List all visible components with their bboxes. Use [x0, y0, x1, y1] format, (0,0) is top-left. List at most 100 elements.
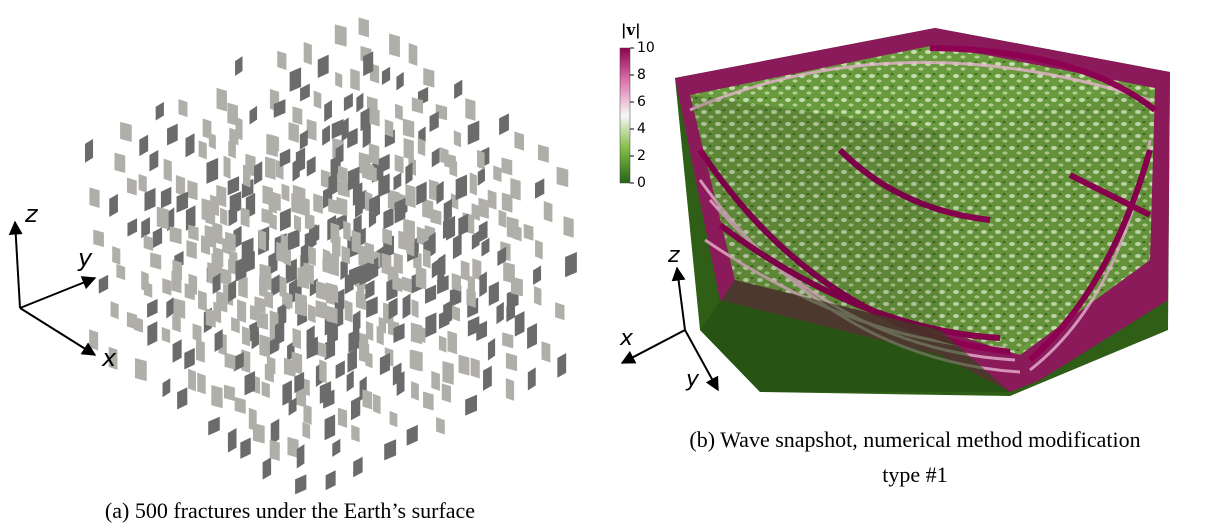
fracture [465, 395, 477, 416]
fracture [524, 224, 534, 241]
fracture [176, 175, 185, 196]
fracture [535, 178, 544, 198]
fracture [235, 56, 242, 76]
fracture [385, 119, 394, 137]
fracture [557, 167, 569, 188]
fracture [555, 302, 564, 320]
fracture [350, 68, 360, 91]
fracture [267, 356, 276, 374]
fracture [228, 141, 236, 159]
fracture [114, 153, 125, 173]
fracture [352, 230, 361, 254]
fracture [93, 229, 104, 247]
fracture [442, 361, 453, 385]
fracture [329, 253, 339, 277]
fracture [230, 191, 242, 214]
fracture [402, 276, 411, 292]
fracture [382, 67, 390, 85]
fracture [193, 323, 202, 342]
figure: z y x (a) 500 fractures under the Earth’… [0, 0, 1223, 530]
fracture [206, 158, 218, 184]
fracture [288, 229, 300, 251]
fracture [277, 51, 286, 70]
fracture [370, 107, 380, 126]
fracture [366, 321, 373, 341]
fracture [338, 408, 347, 428]
fracture [241, 207, 250, 227]
fracture [258, 229, 266, 251]
fracture [262, 185, 272, 206]
fracture [373, 394, 381, 415]
fracture [254, 296, 265, 313]
fracture [250, 106, 258, 125]
fracture [347, 128, 357, 149]
fracture [382, 228, 392, 246]
fracture [178, 99, 187, 117]
fracture [264, 290, 273, 309]
fracture [263, 457, 272, 479]
fracture [265, 157, 276, 180]
fracture [395, 154, 404, 173]
fracture [405, 184, 415, 208]
fracture [425, 285, 436, 304]
fracture [177, 387, 187, 409]
fracture [167, 124, 178, 146]
fracture [403, 294, 411, 319]
fracture [452, 305, 460, 321]
fracture [206, 308, 216, 328]
fracture [212, 222, 222, 245]
fracture [481, 238, 489, 257]
fracture [416, 266, 427, 289]
fracture [172, 315, 181, 332]
fracture [389, 33, 400, 57]
fracture [423, 68, 434, 88]
fracture [471, 358, 480, 379]
caption: type #1 [882, 462, 947, 487]
fracture [389, 298, 398, 320]
fracture [456, 175, 467, 201]
fracture [409, 43, 418, 66]
fracture [383, 207, 393, 229]
fracture [300, 84, 310, 102]
fracture [542, 341, 551, 362]
colorbar-tick-label: 10 [637, 40, 655, 56]
fracture [565, 252, 577, 277]
fracture [304, 42, 312, 65]
fracture [261, 271, 271, 291]
fracture [423, 392, 434, 411]
fracture [533, 265, 541, 285]
colorbar-tick-label: 6 [637, 94, 646, 110]
fracture [316, 281, 326, 301]
fracture [209, 132, 216, 149]
fracture [405, 162, 412, 185]
fracture [513, 225, 521, 242]
fracture [147, 321, 157, 346]
fracture [208, 417, 220, 436]
fracture [144, 235, 153, 251]
fracture [336, 360, 345, 379]
fracture [325, 414, 336, 440]
fracture [396, 72, 403, 91]
fracture [85, 139, 93, 163]
fracture [141, 217, 150, 238]
fracture [319, 359, 326, 383]
fracture [468, 120, 480, 144]
fracture [511, 277, 523, 297]
fracture [369, 143, 379, 165]
fracture [293, 158, 300, 182]
fracture [332, 439, 340, 457]
fracture [493, 165, 501, 182]
fracture [439, 335, 447, 352]
fracture [453, 234, 462, 260]
caption: (a) 500 fractures under the Earth’s surf… [105, 498, 475, 523]
fracture [188, 369, 196, 392]
fracture [228, 428, 237, 453]
colorbar: |v| 1086420 [620, 21, 655, 191]
fracture [335, 72, 342, 88]
fracture [380, 353, 390, 375]
fracture [447, 331, 457, 355]
fracture [201, 235, 210, 255]
fracture [235, 117, 242, 141]
fracture [228, 176, 239, 195]
fracture [322, 125, 330, 146]
